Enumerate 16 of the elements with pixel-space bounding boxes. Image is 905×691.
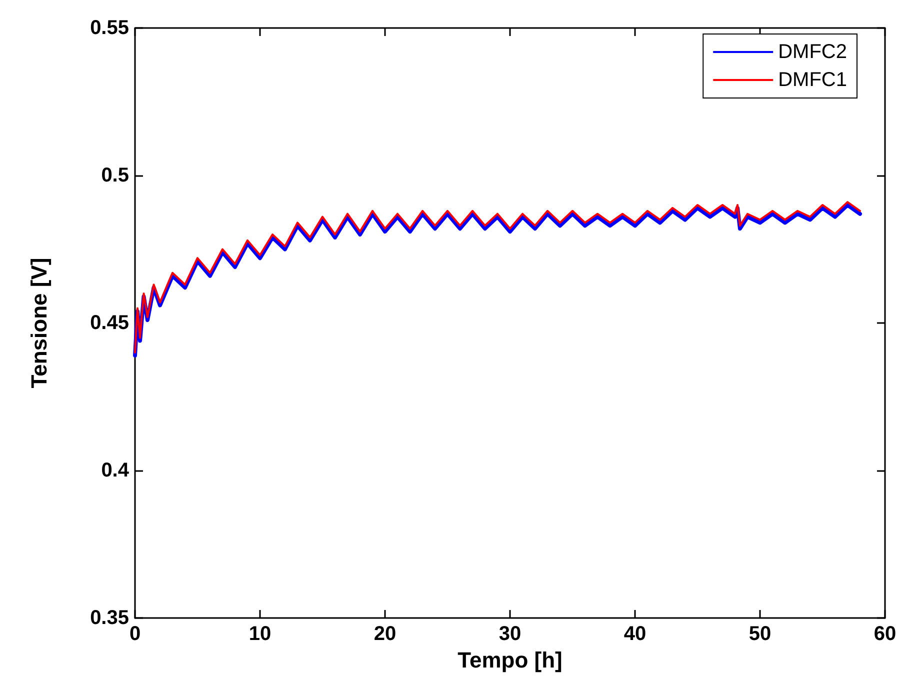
x-tick-label: 40 [624,623,646,645]
y-tick-label: 0.45 [90,312,129,334]
y-tick-label: 0.4 [101,460,130,482]
y-tick-label: 0.55 [90,17,129,39]
legend-label: DMFC1 [778,69,848,91]
x-tick-label: 30 [498,623,522,645]
legend-label: DMFC2 [778,41,848,63]
x-tick-label: 50 [748,623,772,645]
x-tick-label: 0 [129,623,141,645]
x-tick-label: 60 [874,623,896,645]
x-axis-title: Tempo [h] [458,647,562,672]
x-tick-label: 20 [374,623,396,645]
y-axis-title: Tensione [V] [26,258,52,388]
y-tick-label: 0.35 [90,607,129,629]
y-tick-label: 0.5 [101,164,129,186]
x-tick-label: 10 [248,623,272,645]
